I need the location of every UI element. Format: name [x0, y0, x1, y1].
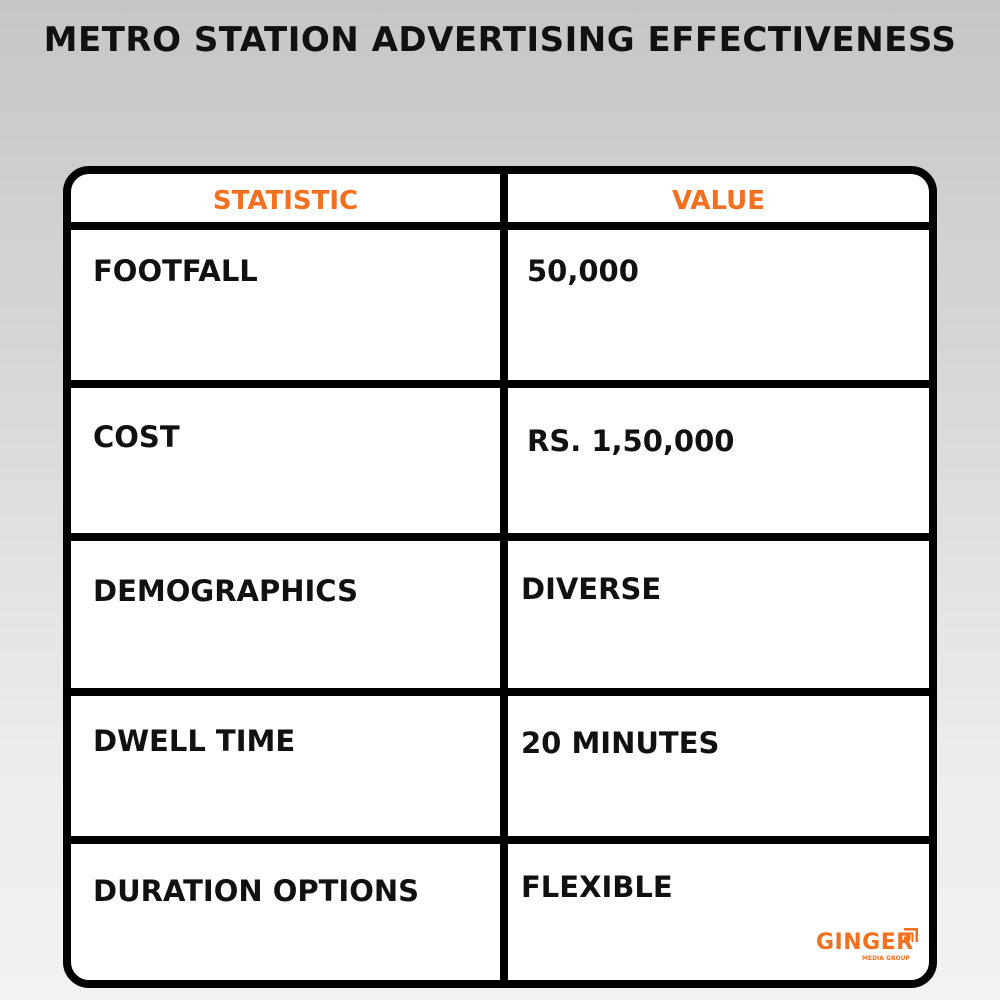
row-divider [71, 380, 929, 388]
row-divider [71, 222, 929, 230]
statistic-cell: COST [93, 420, 180, 454]
statistic-cell: FOOTFALL [93, 254, 258, 288]
page-title: METRO STATION ADVERTISING EFFECTIVENESS [43, 20, 957, 60]
logo-name: GINGER [816, 930, 914, 955]
statistic-cell: DEMOGRAPHICS [93, 574, 358, 608]
statistics-table: STATISTIC VALUE FOOTFALL 50,000 COST RS.… [63, 166, 937, 988]
row-divider [71, 836, 929, 844]
header-value: VALUE [672, 186, 765, 216]
value-cell: FLEXIBLE [521, 870, 673, 904]
column-divider [500, 174, 508, 980]
header-statistic: STATISTIC [212, 186, 359, 216]
value-cell: 20 MINUTES [521, 726, 720, 760]
logo-mark-icon [904, 928, 918, 942]
ginger-media-group-logo: GINGER MEDIA GROUP [816, 928, 918, 962]
value-cell: 50,000 [527, 254, 639, 288]
row-divider [71, 688, 929, 696]
logo-tagline: MEDIA GROUP [862, 955, 910, 962]
value-cell: DIVERSE [521, 572, 662, 606]
row-divider [71, 533, 929, 541]
statistic-cell: DWELL TIME [93, 724, 296, 758]
value-cell: RS. 1,50,000 [527, 424, 735, 458]
statistic-cell: DURATION OPTIONS [93, 874, 420, 908]
